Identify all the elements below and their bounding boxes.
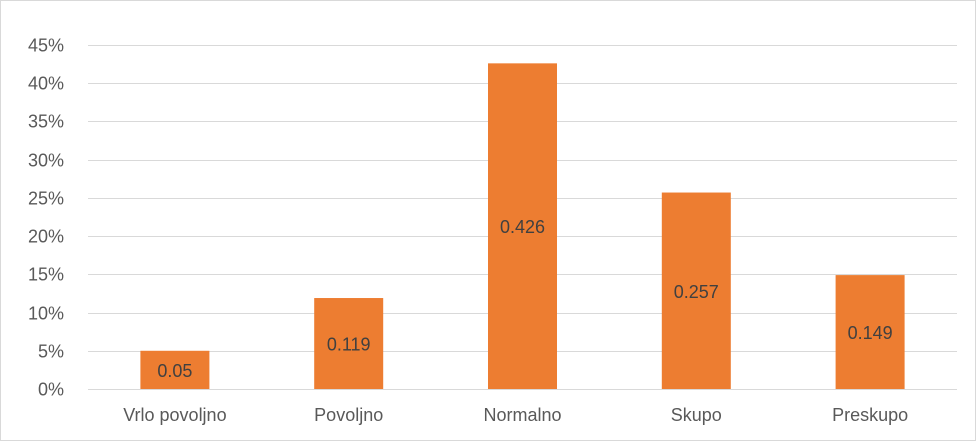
x-tick-label: Povoljno <box>314 405 383 425</box>
data-label: 0.426 <box>500 217 545 237</box>
bar <box>661 192 731 389</box>
bars <box>140 63 905 389</box>
data-label: 0.05 <box>157 361 192 381</box>
y-tick-label: 30% <box>28 151 64 171</box>
data-label: 0.149 <box>848 323 893 343</box>
x-axis-tick-labels: Vrlo povoljno Povoljno Normalno Skupo Presku… <box>123 405 908 425</box>
y-axis-tick-labels: 0% 5% 10% 15% 20% 25% 30% 35% 40% 45% <box>28 36 64 400</box>
x-tick-label: Preskupo <box>832 405 908 425</box>
y-tick-label: 15% <box>28 265 64 285</box>
y-tick-label: 25% <box>28 189 64 209</box>
y-tick-label: 0% <box>38 380 64 400</box>
y-tick-label: 5% <box>38 342 64 362</box>
y-tick-label: 20% <box>28 227 64 247</box>
data-label: 0.257 <box>674 282 719 302</box>
x-tick-label: Normalno <box>483 405 561 425</box>
bar <box>488 63 557 389</box>
bar <box>835 275 905 389</box>
x-tick-label: Skupo <box>671 405 722 425</box>
bar <box>140 350 210 389</box>
data-label: 0.119 <box>327 335 371 355</box>
bar <box>314 298 384 389</box>
data-labels: 0.05 0.119 0.426 0.257 0.149 <box>157 217 892 381</box>
y-tick-label: 10% <box>28 304 64 324</box>
x-tick-label: Vrlo povoljno <box>123 405 226 425</box>
y-tick-label: 40% <box>28 74 64 94</box>
y-tick-label: 45% <box>28 36 64 56</box>
y-tick-label: 35% <box>28 112 64 132</box>
